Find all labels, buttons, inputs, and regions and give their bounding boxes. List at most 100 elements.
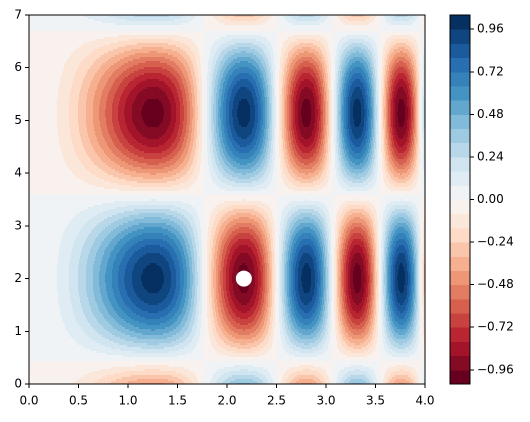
contour-band (174, 61, 181, 63)
contour-band (421, 115, 422, 117)
contour-band (204, 71, 208, 73)
contour-band (142, 109, 164, 111)
contour-band (282, 123, 284, 125)
contour-band (274, 109, 276, 111)
contour-band (372, 63, 374, 65)
contour-band (285, 77, 287, 79)
contour-band (364, 101, 366, 103)
contour-band (234, 53, 253, 55)
contour-band (397, 111, 405, 113)
contour-band (409, 85, 411, 87)
contour-band (383, 113, 384, 115)
contour-band (193, 65, 197, 67)
contour-band (329, 105, 330, 107)
contour-band (282, 103, 284, 105)
contour-band (211, 71, 214, 73)
contour-band (381, 113, 382, 115)
contour-band (417, 111, 418, 113)
contour-band (415, 65, 416, 67)
contour-band (379, 91, 380, 93)
contour-band (366, 103, 368, 105)
contour-band (299, 99, 304, 101)
contour-band (345, 71, 347, 73)
contour-band (93, 63, 103, 65)
contour-band (276, 127, 277, 129)
contour-band (337, 99, 338, 101)
contour-band (420, 133, 421, 135)
contour-band (348, 63, 352, 65)
contour-band (380, 35, 391, 37)
contour-band (422, 91, 424, 93)
contour-band (275, 65, 277, 67)
contour-band (417, 73, 419, 75)
contour-band (222, 89, 225, 91)
contour-band (302, 73, 310, 75)
contour-band (272, 113, 274, 115)
contour-band (316, 93, 318, 95)
contour-band (204, 123, 207, 125)
contour-band (393, 63, 396, 65)
contour-band (312, 75, 316, 77)
contour-band (256, 83, 260, 85)
contour-band (346, 127, 348, 129)
contour-band (383, 117, 384, 119)
contour-band (293, 67, 297, 69)
contour-band (344, 101, 346, 103)
contour-band (250, 111, 255, 113)
contour-band (272, 69, 275, 71)
contour-band (416, 89, 417, 91)
contour-band (345, 61, 349, 63)
contour-band (408, 131, 410, 133)
contour-band (380, 119, 381, 121)
contour-band (184, 117, 187, 119)
contour-band (260, 127, 262, 129)
contour-band (382, 111, 383, 113)
contour-band (185, 77, 189, 79)
contour-band (292, 69, 295, 71)
contour-band (323, 103, 325, 105)
contour-band (348, 111, 350, 113)
contour-band (350, 89, 354, 91)
contour-band (417, 57, 419, 59)
contour-band (173, 39, 192, 41)
contour-band (391, 103, 393, 105)
contour-band (266, 133, 268, 135)
contour-band (275, 69, 277, 71)
contour-band (276, 109, 277, 111)
contour-band (279, 95, 280, 97)
contour-band (191, 133, 194, 135)
contour-band (144, 73, 162, 75)
contour-band (133, 65, 170, 67)
contour-band (338, 129, 340, 131)
contour-band (391, 91, 392, 93)
contour-band (380, 19, 386, 21)
contour-band (216, 121, 218, 123)
contour-band (57, 115, 69, 117)
contour-band (417, 117, 418, 119)
contour-band (224, 93, 227, 95)
contour-band (347, 129, 349, 131)
contour-band (212, 89, 214, 91)
contour-band (414, 83, 415, 85)
contour-band (338, 43, 343, 45)
contour-band (109, 15, 134, 17)
contour-band (202, 97, 204, 99)
contour-band (380, 85, 381, 87)
contour-band (388, 85, 390, 87)
contour-band (266, 63, 269, 65)
contour-band (326, 119, 328, 121)
contour-band (233, 119, 238, 121)
contour-band (197, 87, 199, 89)
contour-band (347, 89, 350, 91)
contour-band (371, 15, 376, 17)
contour-band (279, 81, 281, 83)
contour-band (258, 57, 263, 59)
contour-band (209, 89, 212, 91)
contour-band (279, 101, 280, 103)
contour-band (292, 17, 320, 19)
contour-band (375, 53, 377, 55)
contour-band (277, 133, 279, 135)
contour-band (389, 129, 390, 131)
contour-band (371, 101, 373, 103)
contour-band (272, 115, 274, 117)
